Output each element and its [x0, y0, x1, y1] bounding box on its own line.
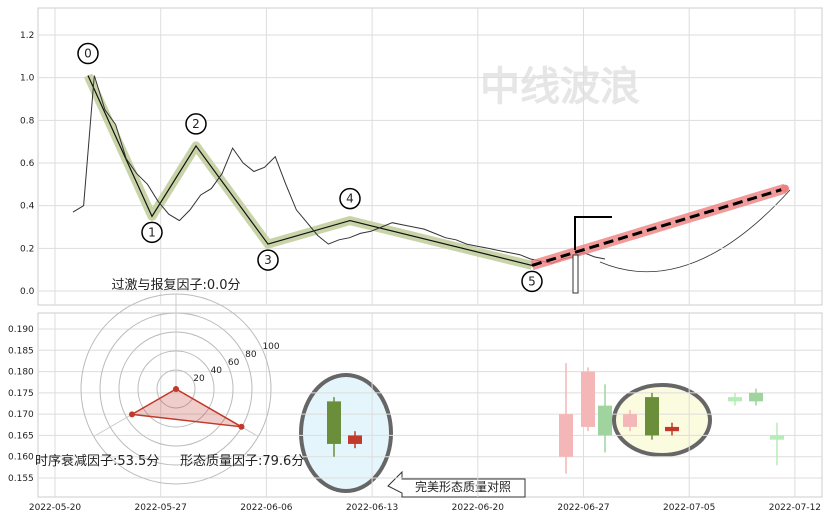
- x-tick-label: 2022-06-13: [346, 503, 398, 513]
- y2-tick-label: 0.155: [8, 474, 34, 484]
- radar-label: 时序衰减因子:53.5分: [35, 453, 159, 469]
- wave-label-circle: [141, 221, 163, 244]
- radar-point: [238, 423, 245, 430]
- y-tick-label: 0.4: [20, 202, 35, 212]
- projection-curve: [599, 189, 791, 273]
- target-circle: [612, 383, 712, 457]
- candle-body: [665, 426, 679, 432]
- radar-label: 形态质量因子:79.6分: [180, 454, 304, 469]
- wave-label: 2: [192, 117, 200, 131]
- wave-label: 4: [346, 192, 354, 206]
- candle-body: [623, 414, 637, 427]
- candle-body: [645, 397, 659, 436]
- y2-tick-label: 0.175: [8, 389, 34, 399]
- x-tick-label: 2022-05-27: [135, 503, 187, 513]
- y2-tick-label: 0.185: [8, 346, 34, 356]
- candle-body: [598, 405, 612, 436]
- radar-area: [129, 388, 242, 428]
- wave-label: 5: [528, 274, 536, 288]
- y-tick-label: 0.8: [20, 116, 35, 126]
- y-tick-label: 0.0: [20, 287, 35, 297]
- x-tick-label: 2022-05-20: [29, 503, 82, 513]
- candle-body: [581, 371, 595, 427]
- radar-tick-label: 40: [211, 366, 223, 376]
- y2-tick-label: 0.190: [8, 325, 34, 335]
- target-point: [781, 184, 789, 193]
- wave-label-circle: [185, 113, 207, 135]
- radar-point: [128, 411, 135, 418]
- watermark: 中线波浪: [480, 64, 640, 110]
- top-panel: [37, 7, 823, 306]
- annotation: 完美形态质量对照: [415, 479, 511, 494]
- wave-line: [87, 75, 533, 266]
- candle-body: [327, 401, 341, 444]
- candle-body: [770, 435, 784, 440]
- x-tick-label: 2022-06-20: [452, 503, 505, 513]
- candle-body: [559, 414, 573, 457]
- compare-circle: [299, 373, 393, 493]
- radar-label: 过激与报复因子:0.0分: [111, 278, 240, 293]
- wave-label: 3: [264, 253, 272, 267]
- price-line: [72, 75, 606, 264]
- x-tick-label: 2022-06-06: [240, 503, 293, 513]
- radar-point: [173, 386, 179, 392]
- radar-tick-label: 60: [228, 358, 240, 368]
- candle-body: [749, 392, 763, 402]
- y2-tick-label: 0.180: [8, 368, 34, 378]
- target-band: [530, 183, 787, 271]
- wave-label-circle: [339, 187, 361, 210]
- y-tick-label: 1.2: [20, 31, 34, 41]
- wave-label-circle: [521, 270, 543, 293]
- target-box: [572, 254, 579, 294]
- y2-tick-label: 0.165: [8, 431, 34, 441]
- candle-body: [728, 397, 742, 402]
- wave-label: 1: [148, 225, 156, 239]
- target-marker: [574, 216, 612, 250]
- wave-label-circle: [77, 42, 99, 65]
- wave-label-circle: [257, 249, 279, 271]
- radar-tick-label: 100: [262, 342, 279, 352]
- x-tick-label: 2022-06-27: [557, 503, 609, 513]
- candle-body: [348, 435, 362, 444]
- x-tick-label: 2022-07-05: [663, 503, 715, 513]
- wave-label: 0: [84, 47, 92, 61]
- y2-tick-label: 0.170: [8, 410, 34, 420]
- radar-tick-label: 20: [193, 374, 205, 384]
- x-tick-label: 2022-07-12: [769, 503, 821, 513]
- y2-tick-label: 0.160: [8, 453, 34, 463]
- y-tick-label: 0.2: [20, 244, 34, 254]
- radar-tick-label: 80: [245, 350, 257, 360]
- y-tick-label: 0.6: [20, 159, 35, 169]
- y-tick-label: 1.0: [20, 74, 35, 84]
- annotation-arrow: [387, 470, 526, 498]
